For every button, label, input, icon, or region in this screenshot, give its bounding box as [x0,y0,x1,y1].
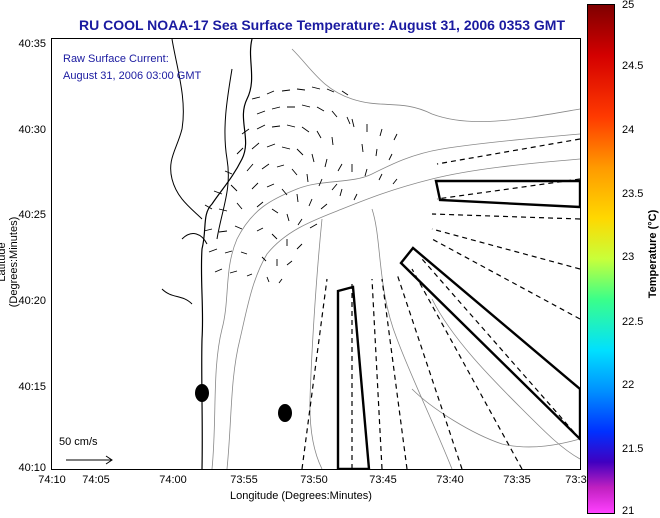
inlet-shore [161,39,208,305]
site-marker-1 [195,384,209,402]
annotation-line-2: August 31, 2006 03:00 GMT [63,70,202,82]
sector-outline-3 [434,179,580,209]
colorbar-tick-label: 22.5 [622,316,644,328]
depth-contour-6 [431,298,580,460]
depth-contour-7 [411,388,580,448]
scale-arrow [66,455,113,465]
y-tick-label: 40:15 [18,381,46,393]
map-plot-area [51,38,581,470]
colorbar-tick-label: 21.5 [622,443,644,455]
depth-contour-3 [291,48,580,123]
depth-contour-1 [211,133,580,469]
x-tick-label: 73:55 [230,474,258,486]
colorbar-label: Temperature (°C) [647,209,659,299]
x-tick-label: 74:05 [82,474,110,486]
depth-contour-4 [309,218,323,469]
current-vectors [203,86,398,284]
y-tick-label: 40:25 [18,209,46,221]
x-tick-label: 73:40 [436,474,464,486]
y-tick-label: 40:10 [18,462,46,474]
colorbar-tick-label: 24 [622,124,635,136]
sector-outline-1 [336,285,371,469]
x-tick-label: 73:45 [369,474,397,486]
colorbar-tick-label: 22 [622,379,635,391]
map-svg [66,39,580,469]
x-tick-label: 73:50 [300,474,328,486]
depth-contour-2 [226,158,580,469]
colorbar-tick-label: 23 [622,251,635,263]
x-tick-label: 74:00 [159,474,187,486]
colorbar-tick-label: 24.5 [622,60,644,72]
x-tick-label: 73:35 [503,474,531,486]
y-tick-label: 40:20 [18,295,46,307]
y-axis-label: Latitude (Degrees:Minutes) [0,216,20,308]
colorbar-tick-label: 21 [622,505,635,517]
x-tick-label: 73:3 [565,474,587,486]
colorbar-tick-label: 25 [622,0,635,11]
colorbar-tick-label: 23.5 [622,188,644,200]
x-tick-label: 74:10 [38,474,66,486]
site-marker-2 [278,404,292,422]
coastline [200,39,253,469]
x-axis-label: Longitude (Degrees:Minutes) [230,490,372,502]
inlet-channel [216,68,233,240]
y-tick-label: 40:35 [18,38,46,50]
depth-contour-5 [371,208,453,469]
sector-outline-2 [399,246,580,441]
scale-label: 50 cm/s [59,436,98,448]
chart-title: RU COOL NOAA-17 Sea Surface Temperature:… [78,17,565,33]
y-tick-label: 40:30 [18,124,46,136]
dashed-radials [301,138,580,469]
annotation-line-1: Raw Surface Current: [63,53,169,65]
colorbar [587,4,615,514]
